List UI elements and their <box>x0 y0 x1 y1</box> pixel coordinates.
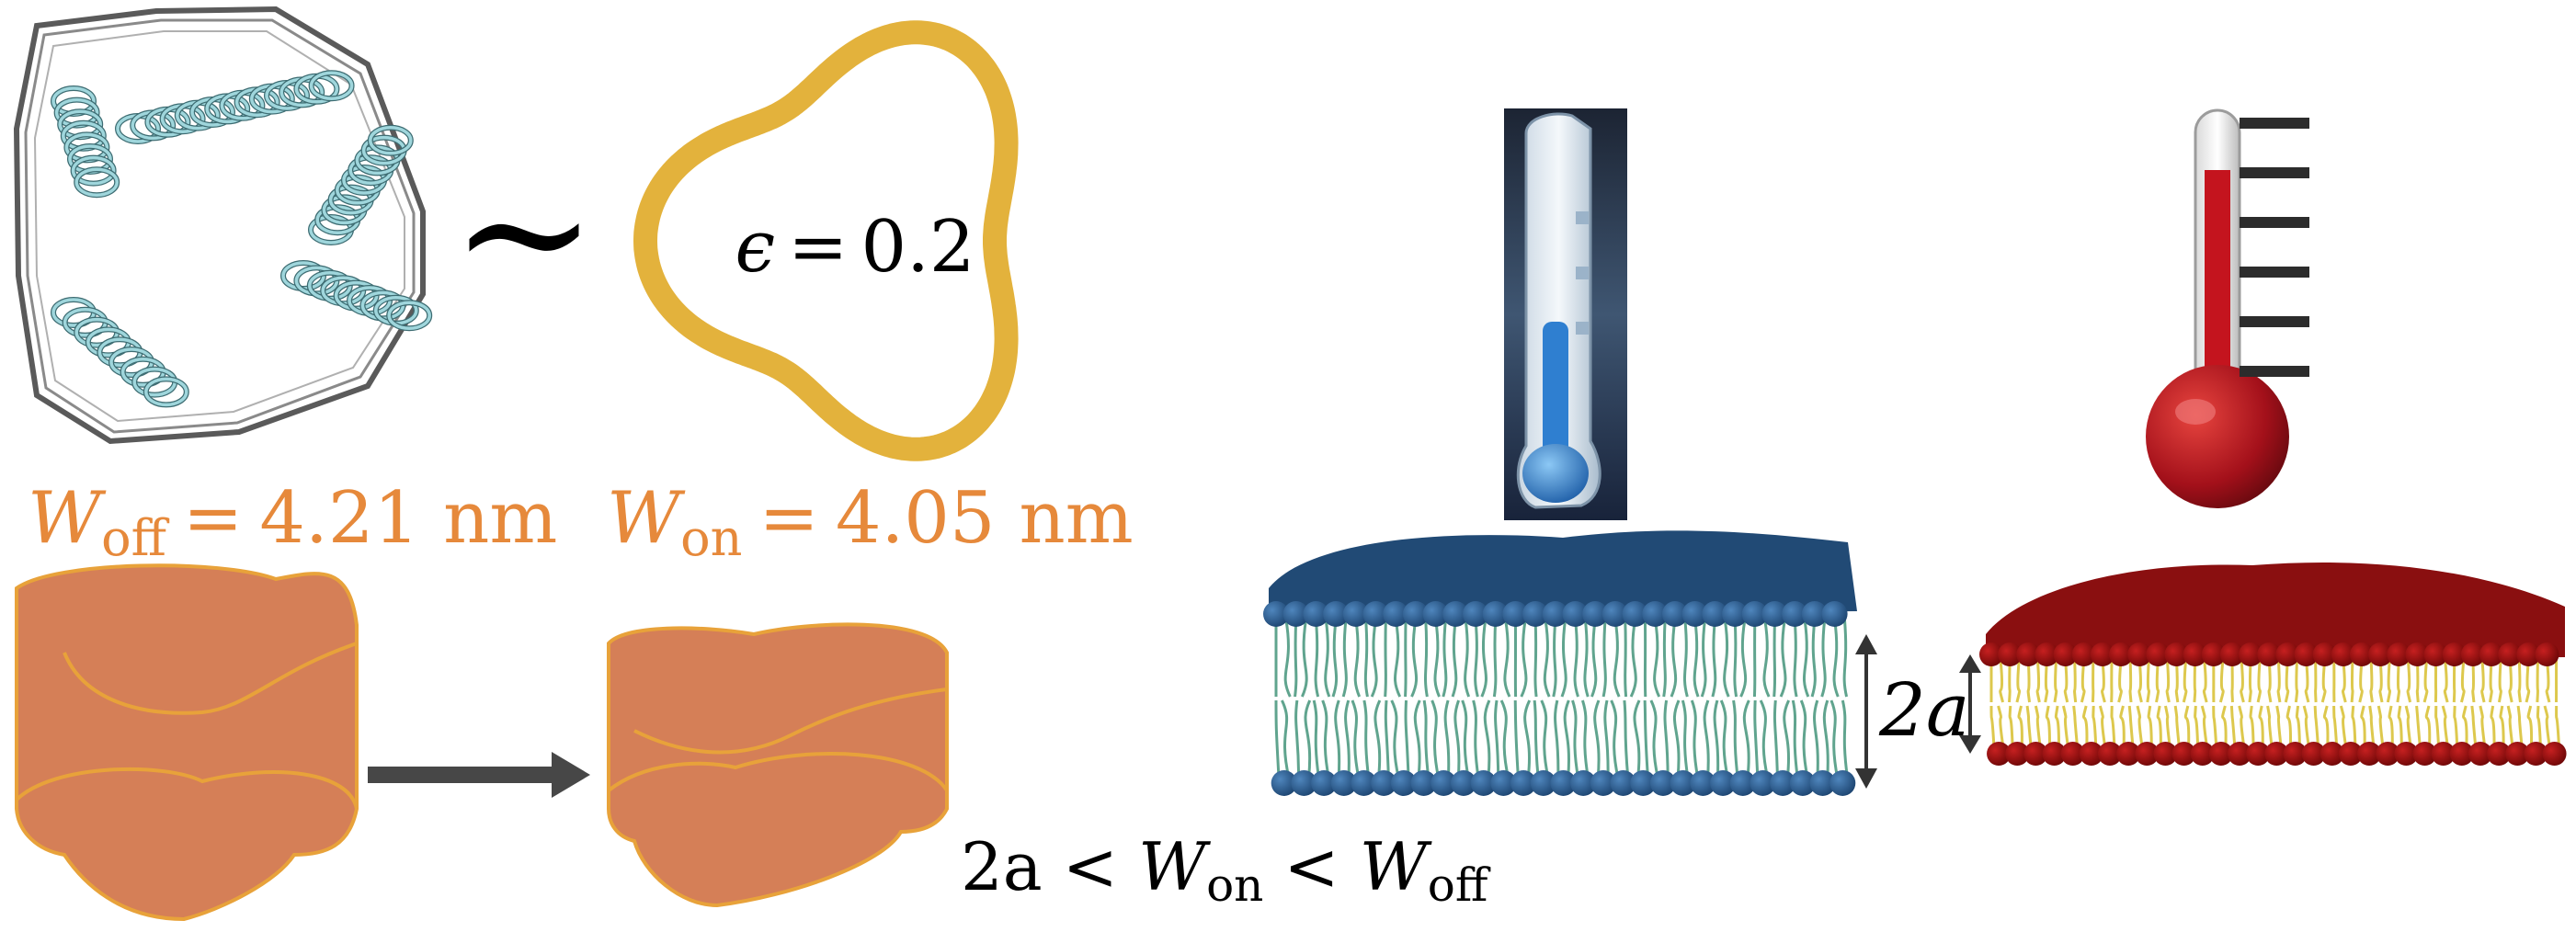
hot-lipid-bilayer-icon <box>1979 563 2567 766</box>
shape-outline <box>633 20 1019 461</box>
cylinder-off <box>15 563 359 922</box>
cylinder-on <box>607 622 949 908</box>
hot-thermometer-icon <box>2146 108 2309 508</box>
thickness-marker <box>1855 634 1981 789</box>
approx-symbol: ∼ <box>450 131 597 334</box>
cold-lipid-bilayer-icon <box>1263 530 1857 796</box>
w-on-label: Won = 4.05 nm <box>607 477 1134 567</box>
shape-eccentricity-label: ϵ = 0.2 <box>735 206 975 289</box>
cold-thermometer-icon <box>1504 108 1627 520</box>
arrow-head <box>552 752 590 798</box>
thickness-label: 2a <box>1878 667 1970 753</box>
inequality-label: 2a < Won < Woff <box>961 828 1491 912</box>
w-off-label: Woff = 4.21 nm <box>28 477 557 567</box>
protein-helix-bundle-icon <box>13 6 433 445</box>
